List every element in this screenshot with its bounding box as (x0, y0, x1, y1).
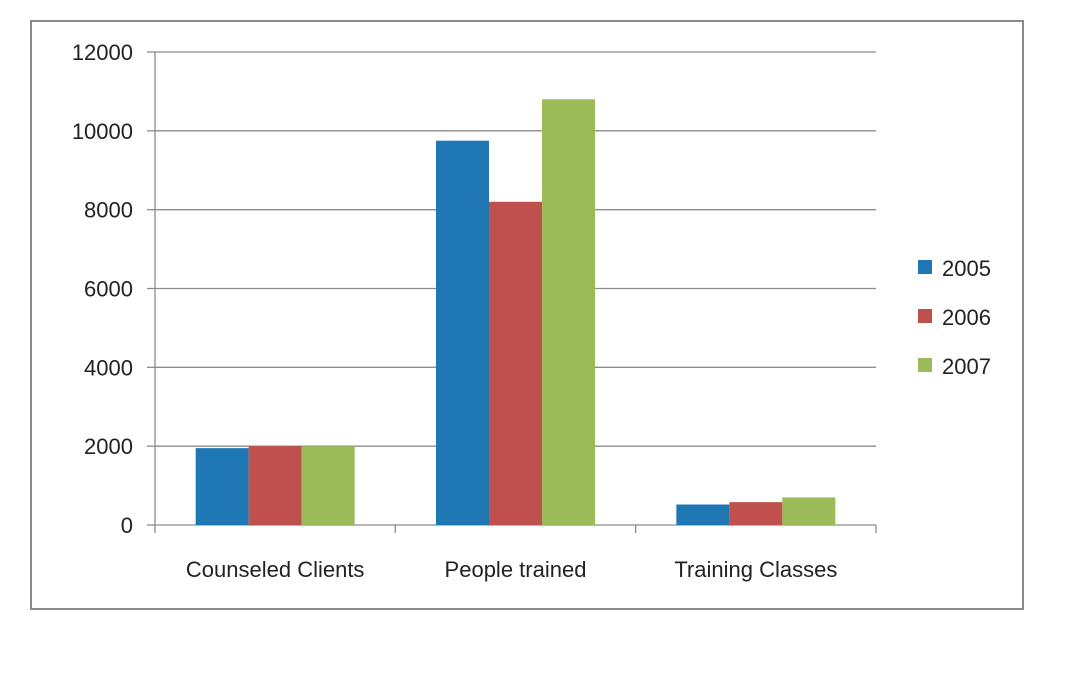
legend-label-2006: 2006 (942, 305, 991, 330)
x-category-label-0: Counseled Clients (186, 557, 365, 582)
bar-2006-0 (248, 446, 302, 525)
y-tick-label-10000: 10000 (72, 119, 133, 144)
y-tick-label-6000: 6000 (84, 277, 133, 302)
bar-2005-0 (195, 448, 249, 525)
bar-2005-2 (676, 504, 730, 525)
x-category-label-2: Training Classes (674, 557, 837, 582)
legend-swatch-2006 (918, 309, 932, 323)
y-tick-label-12000: 12000 (72, 40, 133, 65)
bar-2007-2 (782, 497, 836, 525)
x-category-label-1: People trained (445, 557, 587, 582)
legend-label-2005: 2005 (942, 256, 991, 281)
y-tick-label-4000: 4000 (84, 355, 133, 380)
legend-swatch-2005 (918, 260, 932, 274)
legend-swatch-2007 (918, 358, 932, 372)
bar-2007-0 (301, 446, 355, 525)
y-tick-label-8000: 8000 (84, 198, 133, 223)
legend-label-2007: 2007 (942, 354, 991, 379)
bar-2007-1 (542, 99, 595, 526)
y-tick-label-0: 0 (121, 513, 133, 538)
bar-2006-2 (729, 502, 783, 525)
bar-2005-1 (436, 140, 489, 525)
y-tick-label-2000: 2000 (84, 434, 133, 459)
bar-2006-1 (489, 201, 542, 526)
